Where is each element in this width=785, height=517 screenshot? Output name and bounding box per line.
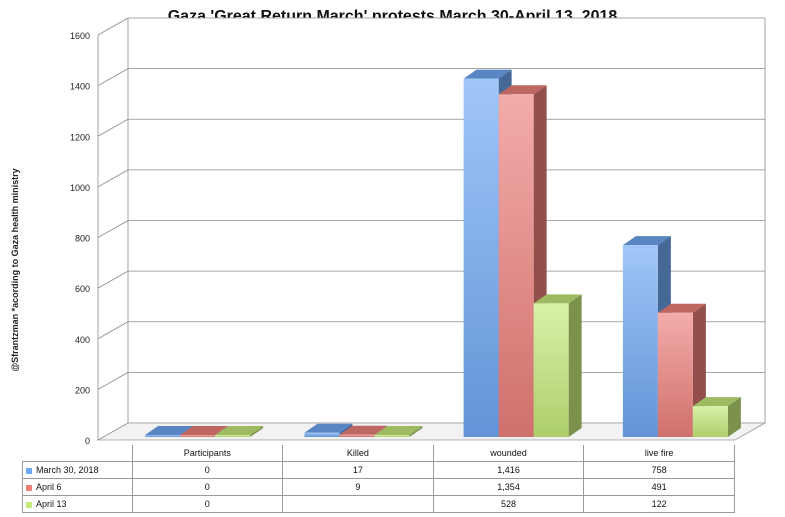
data-label: 0 <box>131 461 284 479</box>
y-tick-label: 1200 <box>70 132 90 142</box>
y-tick-label: 400 <box>75 335 90 345</box>
gridline-diagonal <box>97 220 129 238</box>
table-row: April 13 0 528 122 <box>22 495 735 513</box>
bar-top <box>498 85 547 95</box>
bar-side <box>727 397 741 437</box>
data-label: 1,354 <box>432 478 585 496</box>
bar-top <box>304 423 353 433</box>
legend-entry: April 6 <box>22 478 133 496</box>
gridline-diagonal <box>97 68 129 86</box>
bar <box>463 78 499 437</box>
category-label: Participants <box>131 445 284 462</box>
bar <box>215 435 251 437</box>
data-label: 122 <box>583 495 735 513</box>
bar <box>622 245 658 437</box>
bar <box>498 94 534 438</box>
y-tick-label: 200 <box>75 385 90 395</box>
category-label: Killed <box>282 445 434 462</box>
bar-top <box>622 236 671 246</box>
bar <box>145 435 181 437</box>
bar <box>339 434 375 437</box>
floor <box>96 422 767 441</box>
legend-entry: April 13 <box>22 495 133 513</box>
series-name: April 6 <box>36 482 62 492</box>
y-tick-label: 1000 <box>70 183 90 193</box>
bar-side <box>409 426 423 437</box>
table-row: March 30, 2018 0 17 1,416 758 <box>22 461 735 479</box>
data-label: 9 <box>282 478 434 496</box>
gridline-diagonal <box>97 118 129 137</box>
table-row: April 6 0 9 1,354 491 <box>22 478 735 496</box>
y-tick-label: 800 <box>75 234 90 244</box>
bar-top <box>339 425 388 435</box>
data-label: 17 <box>282 461 434 479</box>
y-tick-label: 600 <box>75 284 90 294</box>
data-label: 0 <box>131 495 284 513</box>
series-name: April 13 <box>36 499 67 509</box>
gridline-diagonal <box>97 17 129 36</box>
series-name: March 30, 2018 <box>36 465 99 475</box>
table-corner <box>22 445 133 462</box>
bar-top <box>463 69 512 79</box>
bar <box>692 406 728 437</box>
data-table: Participants Killed wounded live fire Ma… <box>22 445 735 513</box>
chart-plot: 0 200 400 600 800 1000 1200 1400 1600 <box>70 17 767 445</box>
category-label: wounded <box>432 445 585 462</box>
bar-side <box>568 294 582 437</box>
y-tick-label: 1600 <box>70 31 90 41</box>
bar-top <box>533 294 582 304</box>
bar-top <box>374 426 423 435</box>
bar-top <box>180 426 229 435</box>
bar <box>657 312 693 437</box>
data-label: 528 <box>432 495 585 513</box>
gridline-diagonal <box>97 169 129 188</box>
bar-side <box>250 426 264 437</box>
gridline-diagonal <box>97 372 129 390</box>
bar <box>533 303 569 437</box>
legend-swatch <box>26 501 32 508</box>
bar <box>180 435 216 437</box>
table-header-row: Participants Killed wounded live fire <box>22 445 735 462</box>
category-label: live fire <box>583 445 735 462</box>
data-label: 0 <box>131 478 284 496</box>
gridline-diagonal <box>97 321 129 340</box>
bar-top <box>657 303 706 313</box>
data-label: 758 <box>583 461 735 479</box>
data-label: 1,416 <box>432 461 585 479</box>
data-label <box>282 495 434 513</box>
gridline-diagonal <box>97 270 129 289</box>
y-tick-label: 1400 <box>70 82 90 92</box>
bar-top <box>692 397 741 407</box>
legend-swatch <box>26 484 32 491</box>
data-label: 491 <box>583 478 735 496</box>
bar <box>374 435 410 437</box>
bar <box>304 432 340 437</box>
legend-swatch <box>26 467 32 474</box>
legend-entry: March 30, 2018 <box>22 461 133 479</box>
bar-top <box>215 426 264 435</box>
bar-top <box>145 426 194 435</box>
y-tick-label: 0 <box>85 436 90 445</box>
